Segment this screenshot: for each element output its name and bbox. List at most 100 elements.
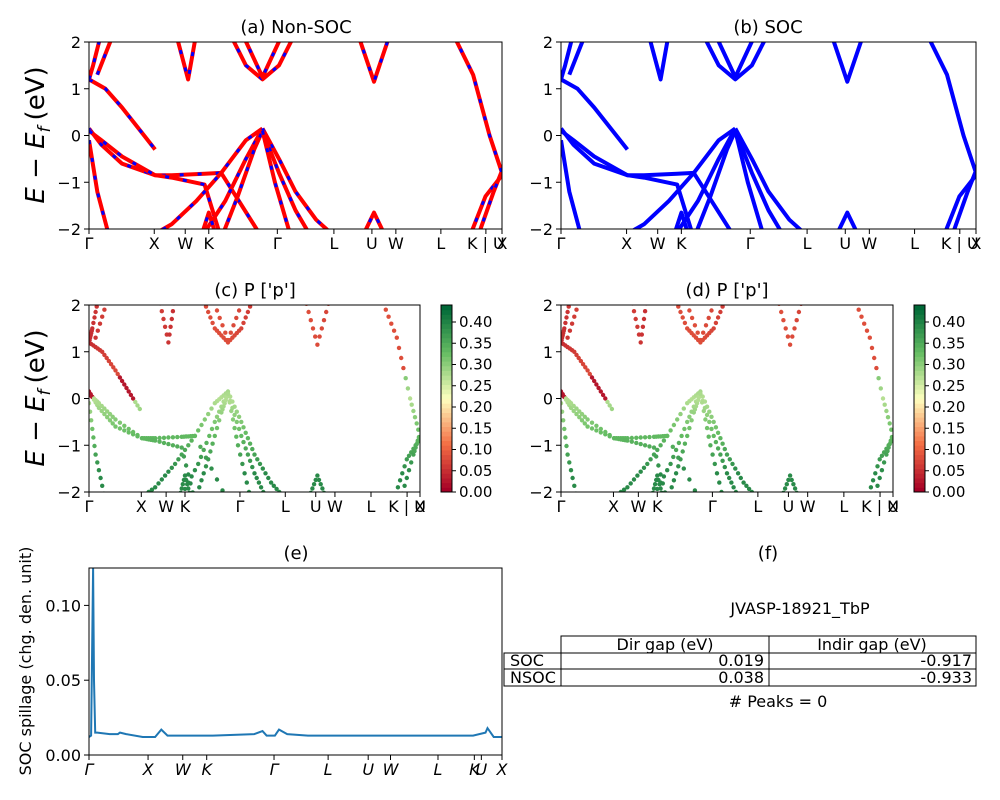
projection-point — [214, 308, 220, 313]
projection-point — [715, 430, 721, 435]
colorbar-segment — [441, 328, 452, 334]
colorbar-tick-label: 0.05 — [932, 462, 965, 480]
projection-point — [714, 471, 720, 476]
projection-point — [574, 352, 579, 358]
projection-point — [598, 426, 603, 432]
projection-point — [563, 320, 568, 326]
projection-point — [867, 492, 871, 496]
k-tick-label: Γ — [85, 760, 95, 779]
projection-point — [212, 419, 217, 425]
projection-point — [661, 474, 667, 479]
projection-point — [254, 475, 259, 481]
projection-point — [794, 318, 799, 323]
colorbar-segment — [914, 435, 925, 442]
projection-point — [679, 433, 684, 439]
colorbar-tick-label: 0.00 — [932, 483, 965, 501]
projection-point — [412, 448, 417, 454]
k-tick-label: U — [783, 497, 795, 516]
colorbar-segment — [441, 393, 452, 399]
projection-point — [315, 342, 320, 347]
projection-point — [783, 326, 788, 331]
projection-point — [673, 471, 679, 476]
projection-point — [172, 461, 178, 467]
colorbar-segment — [441, 389, 452, 395]
projection-point — [117, 420, 123, 425]
k-tick-label: W — [800, 497, 816, 516]
k-tick-label: W — [650, 234, 666, 253]
projection-point — [250, 446, 255, 452]
panel-c-frame — [88, 304, 421, 493]
projection-point — [411, 408, 416, 414]
projection-point — [572, 314, 577, 319]
projection-point — [733, 466, 738, 471]
projection-point — [698, 391, 703, 396]
projection-point — [741, 480, 746, 485]
projection-point — [873, 471, 878, 476]
projection-point — [247, 305, 253, 309]
projection-point — [238, 452, 243, 457]
projection-point — [888, 438, 893, 443]
projection-point — [90, 426, 95, 432]
colorbar-tick-label: 0.10 — [459, 441, 492, 459]
colorbar-segment — [441, 403, 452, 409]
projection-point — [96, 299, 100, 303]
projection-point — [122, 428, 127, 433]
colorbar-tick-label: 0.15 — [459, 419, 492, 437]
panel-d-colorbar: 0.40 0.35 0.30 0.25 0.20 0.15 0.10 0.05 0.00 — [913, 304, 965, 501]
projection-point — [107, 411, 113, 417]
projection-point — [197, 485, 202, 490]
projection-point — [875, 464, 880, 469]
projection-point — [105, 409, 110, 414]
projection-point — [407, 396, 413, 401]
projection-point — [91, 435, 96, 440]
colorbar-segment — [914, 407, 925, 414]
projection-point — [615, 492, 619, 496]
projection-point — [585, 417, 590, 422]
projection-point — [89, 418, 94, 423]
projection-point — [231, 323, 236, 328]
projection-point — [130, 429, 136, 435]
projection-point — [170, 443, 176, 448]
panel-e-y-ticks: 0.00 0.05 0.10 — [45, 596, 89, 765]
k-tick-label: X — [142, 760, 155, 779]
projection-point — [315, 473, 320, 478]
panel-e-y-axis-label: SOC spillage (chg. den. unit) — [16, 547, 35, 776]
projection-point — [230, 417, 236, 422]
projection-point — [234, 419, 239, 425]
y-tick-label: 0 — [543, 390, 553, 409]
projection-point — [89, 401, 92, 406]
colorbar-segment — [441, 473, 452, 479]
projection-point — [851, 293, 855, 297]
projection-point — [749, 489, 755, 492]
projection-point — [782, 486, 788, 491]
projection-point — [579, 418, 585, 423]
k-tick-label: K — [469, 760, 481, 779]
colorbar-segment — [914, 342, 925, 348]
projection-point — [695, 330, 700, 335]
projection-point — [117, 426, 123, 431]
projection-point — [574, 411, 579, 417]
projection-point — [161, 316, 166, 322]
colorbar-tick-label: 0.20 — [459, 398, 492, 416]
panel-a-frame — [88, 41, 503, 230]
y-tick-label: 2 — [543, 296, 553, 315]
projection-point — [652, 482, 658, 487]
projection-point — [302, 293, 306, 297]
y-tick-label: 1 — [543, 80, 553, 99]
k-tick-label: X — [497, 234, 508, 253]
projection-point — [655, 447, 660, 453]
projection-point — [879, 468, 885, 473]
projection-point — [308, 490, 313, 492]
projection-point — [94, 305, 99, 309]
projection-point — [207, 433, 212, 439]
projection-point — [225, 391, 231, 396]
projection-point — [98, 475, 103, 481]
colorbar-segment — [914, 403, 925, 409]
projection-point — [214, 477, 220, 482]
colorbar-segment — [914, 384, 925, 390]
projection-point — [113, 417, 118, 422]
projection-point — [389, 321, 394, 326]
band-line — [704, 42, 767, 82]
